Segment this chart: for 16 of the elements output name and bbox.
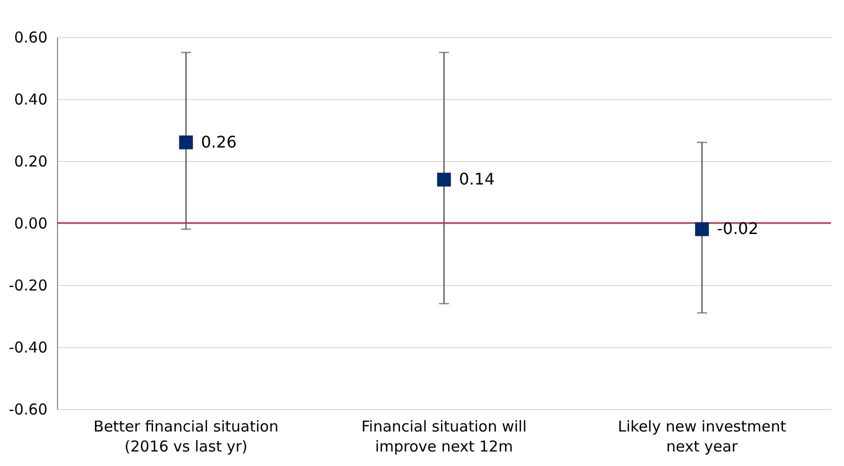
y-tick-label: 0.00 (14, 214, 48, 232)
y-tick-label: 0.40 (14, 90, 48, 108)
y-tick-label: 0.60 (14, 28, 48, 46)
data-label: 0.14 (459, 170, 495, 189)
x-tick-label: Financial situation will improve next 12m (361, 418, 527, 456)
x-tick-label: Better financial situation (2016 vs last yr) (94, 418, 278, 456)
point (437, 172, 451, 186)
point (695, 222, 709, 236)
y-tick-label: -0.40 (8, 338, 48, 356)
y-tick-label: -0.60 (8, 400, 48, 418)
x-tick-label: Likely new investment next year (618, 418, 786, 456)
data-label: -0.02 (717, 219, 758, 238)
data-label: 0.26 (201, 132, 237, 152)
y-tick-label: 0.20 (14, 152, 48, 170)
point (179, 136, 193, 150)
y-tick-label: -0.20 (8, 276, 48, 294)
